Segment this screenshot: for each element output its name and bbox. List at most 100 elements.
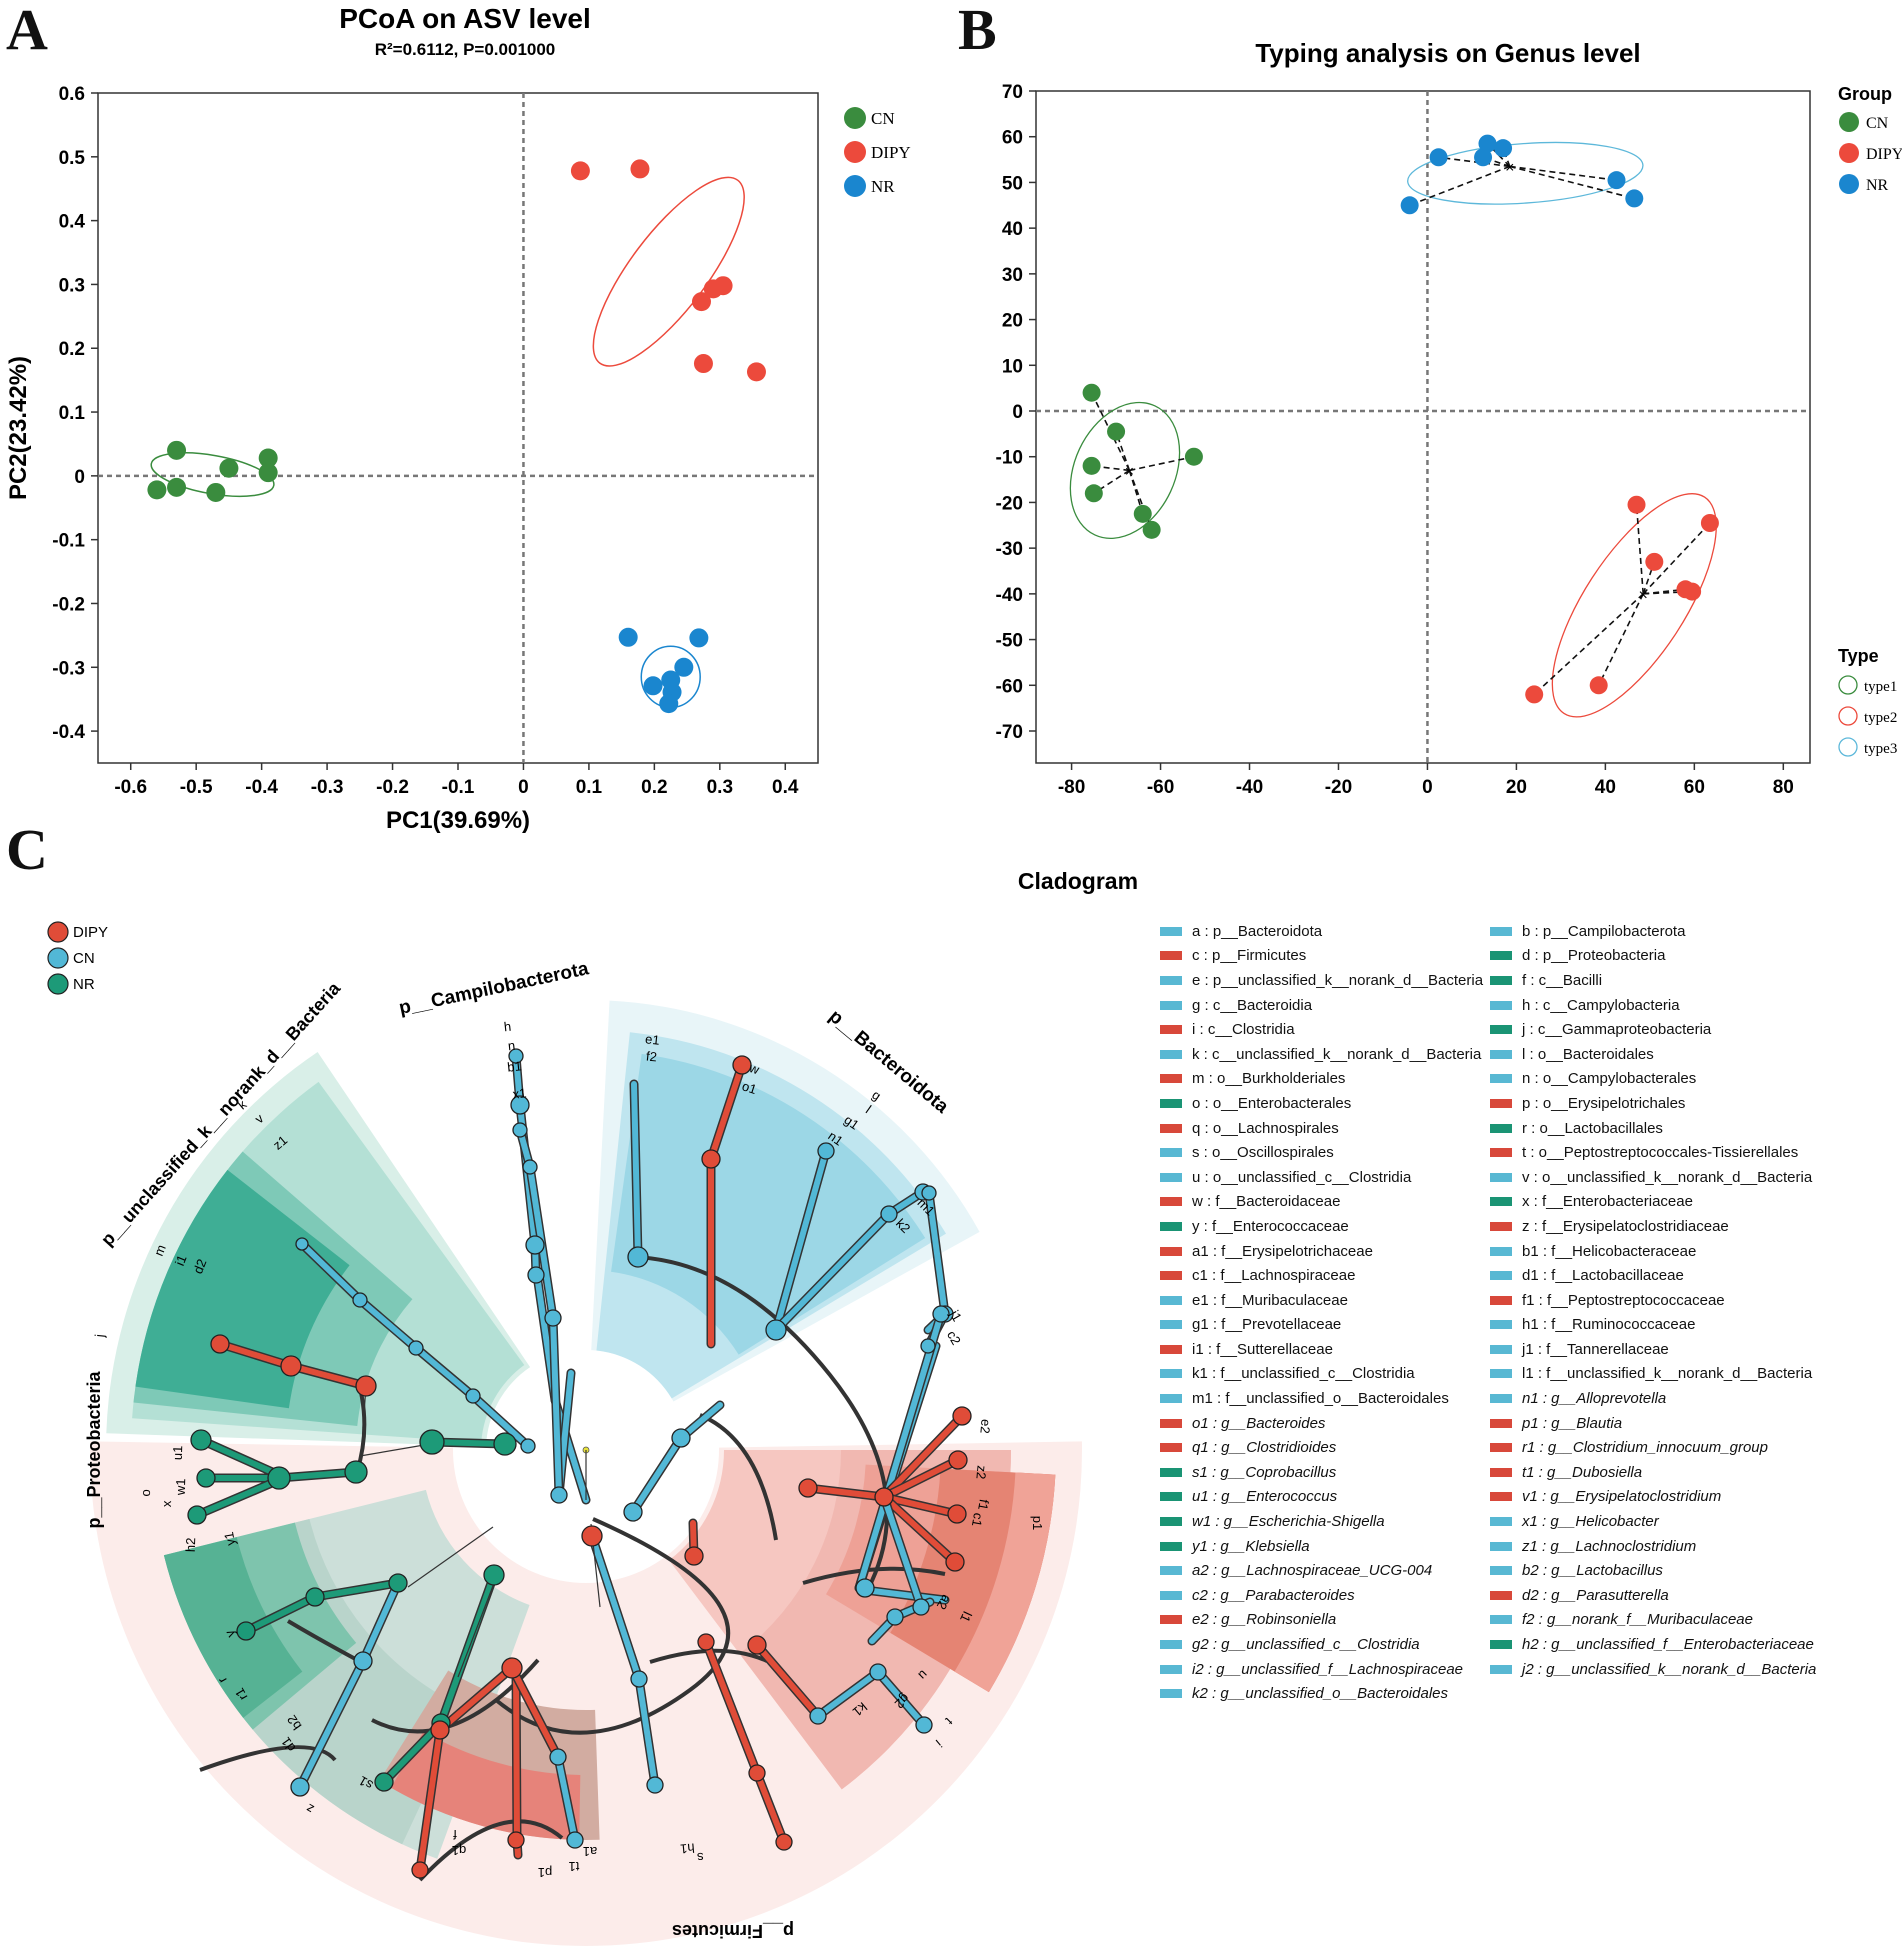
chart-b-point-cn [1142, 520, 1161, 539]
clade-branch [360, 1580, 401, 1664]
cladogram-legend-swatch [1490, 975, 1512, 985]
chart-b-ytick-label: -20 [996, 493, 1023, 514]
cladogram-legend-text: m : o__Burkholderiales [1192, 1070, 1346, 1088]
cladogram-legend-swatch [1490, 1246, 1512, 1256]
cladogram-legend-entry: m : o__Burkholderiales [1160, 1067, 1483, 1092]
clade-node-label: c2 [944, 1328, 964, 1347]
chart-b-legend-type-label: type3 [1864, 741, 1897, 757]
clade-node [817, 1142, 835, 1160]
cladogram-legend-text: c2 : g__Parabacteroides [1192, 1586, 1355, 1604]
cladogram-legend-text: s1 : g__Coprobacillus [1192, 1463, 1337, 1481]
chart-a-xtick-label: -0.6 [114, 777, 147, 798]
clade-node [352, 1292, 368, 1308]
clade-branch [312, 1580, 401, 1600]
clade-node [419, 1429, 445, 1455]
clade-branch [631, 1081, 641, 1260]
chart-b-point-cn [1184, 447, 1203, 466]
cladogram-legend-text: x : f__Enterobacteriaceae [1522, 1193, 1693, 1211]
cladogram-legend-entry: c1 : f__Lachnospiraceae [1160, 1263, 1483, 1288]
panel-letter-a: A [6, 0, 48, 62]
cladogram-legend-swatch [1490, 1197, 1512, 1207]
cladogram-legend-text: o1 : g__Bacteroides [1192, 1414, 1326, 1432]
chart-b-point-dipy [1627, 495, 1646, 514]
cladogram-legend-swatch [1490, 1221, 1512, 1231]
cladogram-legend-swatch [1160, 926, 1182, 936]
chart-b-ytick-label: -30 [996, 539, 1023, 560]
cladogram-legend-text: v : o__unclassified_k__norank_d__Bacteri… [1522, 1168, 1813, 1186]
clade-node [190, 1429, 212, 1451]
clade-branch [288, 1363, 369, 1389]
clade-legend-marker [47, 921, 69, 943]
chart-b-legend-type-marker [1838, 737, 1858, 757]
clade-node-label: p1 [1030, 1516, 1045, 1530]
cladogram-legend-swatch [1160, 1517, 1182, 1527]
panel-letter-c: C [6, 817, 48, 882]
chart-b-spoke [1409, 165, 1511, 207]
chart-b-ytick-label: -70 [996, 722, 1023, 743]
clade-node [732, 1055, 752, 1075]
chart-b-legend-label: DIPY [1866, 146, 1902, 163]
cladogram-legend-entry: j : c__Gammaproteobacteria [1490, 1017, 1816, 1042]
cladogram-legend-swatch [1160, 1689, 1182, 1699]
clade-node-label: l [863, 1102, 874, 1116]
chart-b-point-nr [1625, 189, 1644, 208]
clade-node-label: n1 [825, 1128, 845, 1149]
chart-a-point-nr [659, 694, 679, 714]
clade-branch [550, 1315, 562, 1498]
cladogram-legend-text: x1 : g__Helicobacter [1522, 1513, 1659, 1531]
chart-b-plot-frame [1035, 90, 1811, 764]
cladogram-legend-entry: w1 : g__Escherichia-Shigella [1160, 1509, 1483, 1534]
clade-arc [418, 1819, 564, 1882]
clade-branch [297, 1658, 366, 1790]
cladogram-legend-swatch [1160, 951, 1182, 961]
chart-b-title: Typing analysis on Genus level [1255, 38, 1640, 68]
clade-bg-firmicutes-q-band [954, 1472, 1056, 1693]
cladogram-legend-swatch [1490, 1049, 1512, 1059]
cladogram-legend-swatch [1490, 1615, 1512, 1625]
clade-node-label: h2 [183, 1537, 198, 1552]
cladogram-legend-swatch [1490, 1492, 1512, 1502]
clade-node-label: f2 [645, 1048, 657, 1064]
cladogram-legend-swatch [1490, 1394, 1512, 1404]
chart-a-point-cn [258, 448, 278, 468]
chart-b-ellipse-dipy [1551, 493, 1717, 718]
cladogram-legend-entry: i : c__Clostridia [1160, 1017, 1483, 1042]
clade-node-label: t1 [569, 1859, 580, 1874]
cladogram-legend-entry: u1 : g__Enterococcus [1160, 1485, 1483, 1510]
chart-a-point-cn [167, 477, 187, 497]
clade-branch [217, 1341, 294, 1369]
cladogram-legend-entry: b : p__Campilobacterota [1490, 919, 1816, 944]
cladogram-legend-entry: o : o__Enterobacterales [1160, 1091, 1483, 1116]
cladogram-legend-text: z : f__Erysipelatoclostridiaceae [1522, 1217, 1729, 1235]
clade-node [408, 1340, 424, 1356]
clade-branch-thin [359, 1443, 431, 1457]
cladogram-legend-swatch [1160, 1172, 1182, 1182]
chart-a-point-nr [689, 628, 709, 648]
clade-arc [634, 1255, 890, 1590]
cladogram-legend-text: y : f__Enterococcaceae [1192, 1217, 1349, 1235]
chart-b-ytick-label: 60 [1002, 128, 1023, 149]
clade-node-label: z2 [973, 1465, 989, 1480]
clade-node [507, 1831, 525, 1849]
cladogram-legend-text: d : p__Proteobacteria [1522, 947, 1666, 965]
chart-b-point-nr [1474, 148, 1493, 167]
cladogram-legend-entry: v : o__unclassified_k__norank_d__Bacteri… [1490, 1165, 1816, 1190]
cladogram-legend-entry: h : c__Campylobacteria [1490, 993, 1816, 1018]
clade-node [880, 1205, 898, 1223]
clade-branch [881, 1494, 960, 1517]
chart-a-legend-marker [844, 107, 866, 129]
pcoa-chart: PCoA on ASV level R²=0.6112, P=0.001000 … [5, 3, 911, 834]
cladogram-legend-entry: g2 : g__unclassified_c__Clostridia [1160, 1632, 1483, 1657]
cladogram-legend-entry: y1 : g__Klebsiella [1160, 1534, 1483, 1559]
clade-branch [856, 1311, 944, 1591]
clade-branch [815, 1669, 881, 1719]
clade-node-label: i [933, 1737, 945, 1750]
chart-a-ytick-label: -0.2 [52, 594, 85, 615]
cladogram-legend-entry: i2 : g__unclassified_f__Lachnospiraceae [1160, 1657, 1483, 1682]
clade-node [355, 1375, 377, 1397]
cladogram-legend-swatch [1490, 1418, 1512, 1428]
cladogram-legend-swatch [1160, 1541, 1182, 1551]
cladogram-legend-text: j : c__Gammaproteobacteria [1522, 1021, 1712, 1039]
clade-legend-label: NR [73, 976, 95, 993]
cladogram-legend-swatch [1160, 1590, 1182, 1600]
